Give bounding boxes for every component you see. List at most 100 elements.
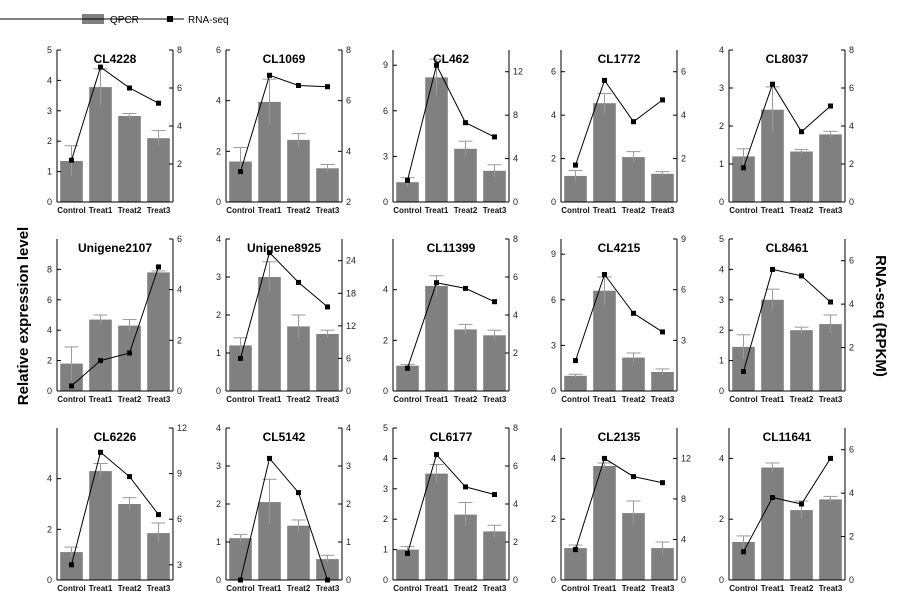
- tick-label-left: 0: [719, 386, 724, 396]
- x-tick-label: Treat1: [761, 206, 785, 215]
- panel-CL11399: 0 2 4 2 4 6 8 Control Treat1 Treat2 Treat3 CL11399: [383, 234, 518, 404]
- x-tick-label: Treat2: [622, 584, 646, 593]
- x-tick-label: Treat3: [819, 206, 843, 215]
- panel-title: CL1772: [598, 52, 641, 66]
- bar: [761, 109, 784, 202]
- tick-label-right: 4: [849, 488, 854, 498]
- x-tick-label: Control: [226, 395, 254, 404]
- x-tick-label: Control: [729, 584, 757, 593]
- bar: [483, 531, 506, 580]
- tick-label-left: 1: [719, 159, 724, 169]
- tick-label-right: 9: [177, 469, 182, 479]
- tick-label-left: 2: [719, 325, 724, 335]
- rnaseq-point: [463, 484, 468, 490]
- tick-label-right: 6: [177, 234, 182, 244]
- x-tick-label: Treat3: [483, 584, 507, 593]
- rnaseq-point: [770, 81, 775, 87]
- tick-label-left: 6: [47, 295, 52, 305]
- tick-label-right: 2: [849, 343, 854, 353]
- panel-CL1772: 0 2 4 6 2 4 6 Control Treat1 Treat2 Treat3 CL1772: [551, 50, 686, 215]
- tick-label-left: 4: [47, 474, 52, 484]
- x-tick-label: Control: [729, 206, 757, 215]
- tick-label-right: 4: [681, 110, 686, 120]
- panel-CL462: 0 3 6 9 0 4 8 12 Control Treat1 Treat2 Treat3 CL462: [383, 50, 523, 215]
- rnaseq-point: [573, 162, 578, 168]
- x-tick-label: Treat1: [89, 395, 113, 404]
- rnaseq-point: [267, 72, 272, 78]
- panel-CL6177: 0 1 2 3 4 5 0 2 4 6 8 Control Treat1 Treat2 Treat3 CL61…: [383, 423, 518, 593]
- bar: [564, 375, 587, 391]
- rnaseq-point: [631, 474, 636, 480]
- tick-label-left: 2: [47, 136, 52, 146]
- rnaseq-point: [267, 250, 272, 256]
- tick-label-left: 4: [47, 75, 52, 85]
- rnaseq-point: [405, 550, 410, 556]
- rnaseq-line: [240, 251, 328, 359]
- panel-title: CL462: [433, 52, 469, 66]
- x-tick-label: Treat2: [622, 395, 646, 404]
- tick-label-right: 2: [177, 335, 182, 345]
- tick-label-right: 3: [681, 335, 686, 345]
- tick-label-left: 9: [383, 60, 388, 70]
- bar: [651, 372, 674, 391]
- rnaseq-point: [602, 77, 607, 83]
- tick-label-left: 3: [383, 151, 388, 161]
- tick-label-left: 2: [551, 154, 556, 164]
- tick-label-left: 4: [216, 234, 221, 244]
- tick-label-left: 4: [383, 453, 388, 463]
- rnaseq-point: [434, 62, 439, 68]
- tick-label-left: 1: [383, 545, 388, 555]
- x-tick-label: Treat1: [425, 206, 449, 215]
- bar: [396, 182, 419, 202]
- bar: [316, 168, 339, 202]
- x-tick-label: Treat2: [622, 206, 646, 215]
- bar: [454, 329, 477, 391]
- bar: [761, 467, 784, 580]
- tick-label-left: 0: [47, 197, 52, 207]
- rnaseq-point: [770, 266, 775, 272]
- rnaseq-point: [463, 120, 468, 126]
- tick-label-left: 5: [383, 423, 388, 433]
- tick-label-left: 2: [383, 514, 388, 524]
- tick-label-right: 4: [177, 121, 182, 131]
- tick-label-left: 6: [551, 67, 556, 77]
- x-tick-label: Treat3: [316, 395, 340, 404]
- panel-title: Unigene2107: [78, 241, 152, 255]
- tick-label-left: 4: [551, 453, 556, 463]
- tick-label-left: 6: [551, 295, 556, 305]
- tick-label-left: 0: [47, 575, 52, 585]
- rnaseq-point: [660, 97, 665, 103]
- tick-label-left: 2: [383, 335, 388, 345]
- rnaseq-point: [631, 119, 636, 125]
- x-tick-label: Treat3: [147, 584, 171, 593]
- legend-bar-label: QPCR: [110, 15, 139, 26]
- x-tick-label: Control: [393, 206, 421, 215]
- tick-label-left: 2: [47, 356, 52, 366]
- tick-label-left: 0: [719, 575, 724, 585]
- panel-title: CL1069: [263, 52, 306, 66]
- x-tick-label: Treat2: [287, 206, 311, 215]
- bar: [425, 77, 448, 202]
- x-tick-label: Treat1: [89, 584, 113, 593]
- rnaseq-point: [799, 501, 804, 507]
- tick-label-left: 0: [551, 197, 556, 207]
- panel-CL8461: 0 1 2 3 4 5 2 4 6 Control Treat1 Treat2 Treat3 CL8461: [719, 234, 854, 404]
- tick-label-left: 2: [719, 121, 724, 131]
- bar: [118, 116, 141, 202]
- bar: [651, 548, 674, 580]
- x-tick-label: Control: [226, 206, 254, 215]
- tick-label-left: 0: [383, 575, 388, 585]
- x-tick-label: Treat1: [761, 584, 785, 593]
- rnaseq-point: [434, 280, 439, 286]
- tick-label-right: 12: [513, 67, 523, 77]
- rnaseq-line: [743, 458, 831, 553]
- rnaseq-point: [98, 449, 103, 455]
- rnaseq-point: [98, 358, 103, 364]
- tick-label-right: 4: [513, 499, 518, 509]
- x-tick-label: Treat2: [454, 206, 478, 215]
- tick-label-left: 1: [47, 167, 52, 177]
- tick-label-right: 3: [346, 461, 351, 471]
- rnaseq-point: [770, 495, 775, 500]
